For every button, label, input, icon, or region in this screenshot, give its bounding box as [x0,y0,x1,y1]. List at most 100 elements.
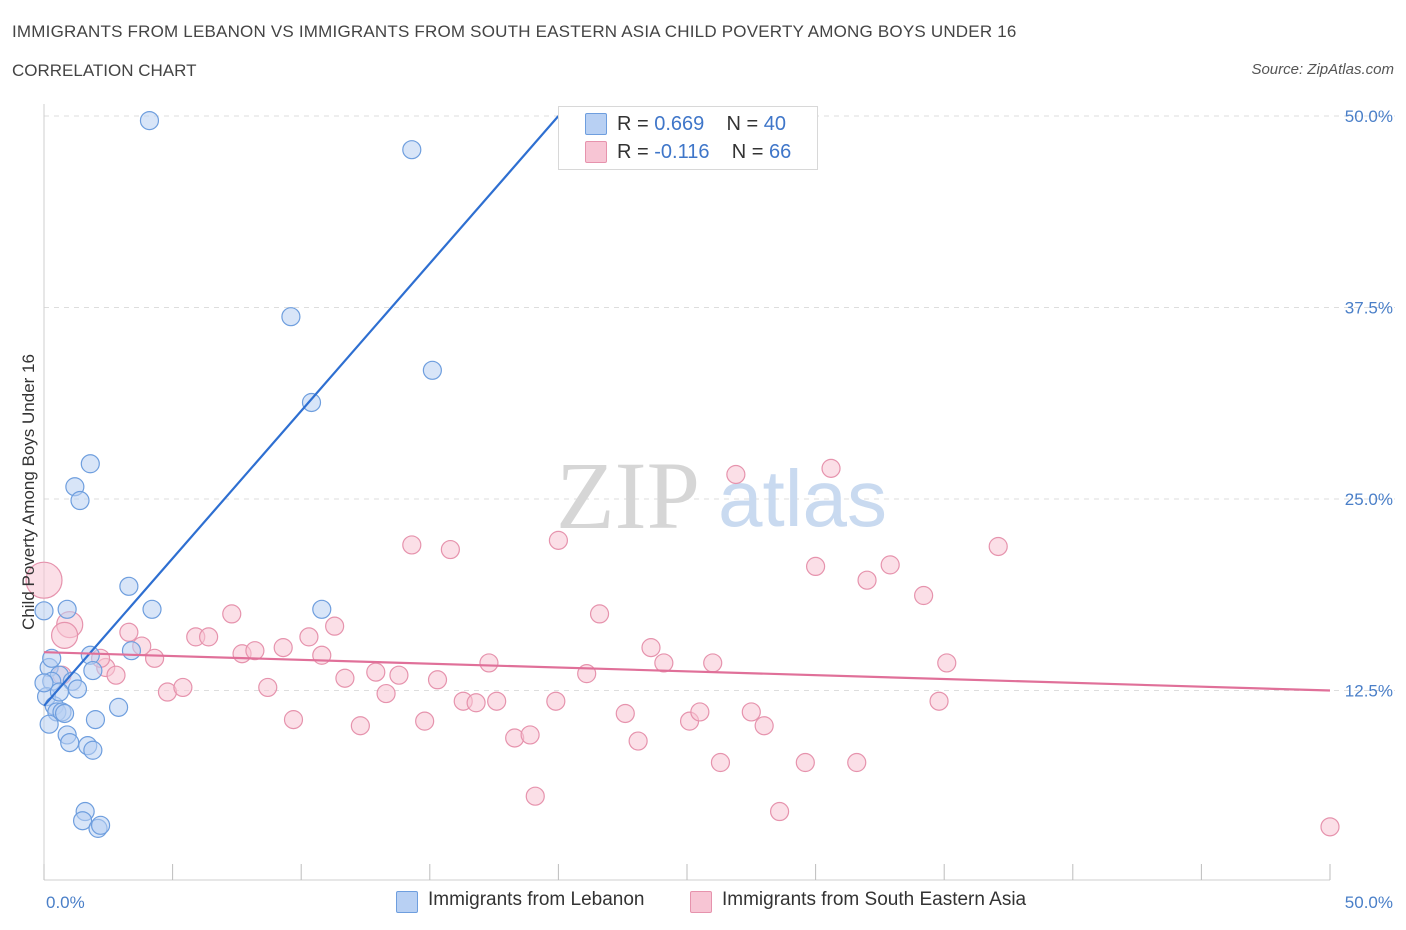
x-tick-label-min: 0.0% [46,893,85,912]
y-tick-label: 25.0% [1345,490,1393,509]
sea-point [119,622,139,642]
sea-point [525,786,545,806]
sea-point [283,710,304,730]
watermark-atlas: atlas [718,454,887,543]
sea-point [988,536,1008,557]
legend-swatch-sea [585,141,607,163]
sea-point [929,691,949,711]
sea-point [520,725,540,745]
sea-point [487,691,507,711]
bottom-legend-label-sea: Immigrants from South Eastern Asia [722,889,1027,910]
lebanon-point [85,710,106,730]
sea-point [937,653,957,673]
sea-point [427,670,448,690]
y-axis-title: Child Poverty Among Boys Under 16 [19,354,38,630]
sea-point [376,683,396,704]
sea-point [914,585,934,606]
sea-point [106,665,126,685]
sea-point [589,604,610,624]
lebanon-point [54,703,75,724]
sea-point [615,703,635,724]
sea-point [654,653,674,673]
lebanon-point [83,660,103,681]
sea-point [505,728,525,748]
sea-point [245,641,265,661]
bottom-legend-swatch-sea [690,891,712,913]
sea-point [741,702,761,722]
y-tick-label: 50.0% [1345,107,1393,126]
sea-point [222,604,242,624]
sea-point [546,691,566,711]
lebanon-point [60,732,80,753]
bottom-legend-label-lebanon: Immigrants from Lebanon [428,889,645,910]
legend-text-sea: R = -0.116 N = 66 [617,140,792,163]
sea-point [325,616,345,636]
series-sea-points [25,458,1340,837]
sea-point [479,653,499,673]
sea-point [1320,817,1340,837]
sea-point [415,711,435,731]
lebanon-point [312,599,332,619]
lebanon-point [70,490,90,511]
lebanon-point [72,811,93,831]
sea-point [769,801,790,822]
lebanon-point [119,576,139,596]
sea-point [273,638,293,658]
lebanon-point [49,682,70,702]
sea-point [628,731,648,751]
legend-swatch-lebanon [585,113,607,135]
lebanon-point [142,599,162,619]
lebanon-point [108,697,129,717]
source-label: Source: ZipAtlas.com [1251,61,1394,78]
lebanon-point [67,679,88,699]
sea-point [258,677,278,698]
sea-point [350,716,370,736]
lebanon-point [301,392,322,413]
sea-point [440,539,460,560]
lebanon-point [402,140,422,160]
sea-point [710,752,731,773]
sea-point [335,668,355,688]
sea-point [880,555,900,575]
sea-point [726,464,746,485]
lebanon-point [83,740,103,760]
sea-point [199,627,219,647]
lebanon-point [281,307,301,327]
lebanon-point [34,673,54,693]
sea-point [821,458,841,478]
sea-point [389,665,409,685]
sea-point [548,530,569,550]
sea-point [173,677,193,698]
lebanon-point [121,641,142,661]
sea-point [25,561,63,599]
lebanon-point [57,599,77,619]
chart-subtitle: CORRELATION CHART [12,61,197,80]
sea-point [754,716,774,736]
stats-legend: R = 0.669 N = 40 R = -0.116 N = 66 [558,106,818,170]
sea-point [690,702,710,722]
lebanon-point [90,815,111,835]
y-tick-label: 37.5% [1345,299,1393,318]
x-tick-label-max: 50.0% [1345,893,1393,912]
sea-point [847,752,867,773]
lebanon-point [139,110,160,131]
y-tick-label: 12.5% [1345,682,1393,701]
sea-point [50,621,79,649]
sea-point [641,638,661,658]
lebanon-point [80,454,100,474]
axis-labels: 12.5% 25.0% 37.5% 50.0% 0.0% 50.0% Child Pover… [19,107,1393,912]
sea-point [366,662,386,682]
bottom-legend-swatch-lebanon [396,891,418,913]
gridlines [44,115,1395,691]
trend-line-lebanon [43,115,560,707]
sea-point [795,752,815,773]
lebanon-point [422,360,442,380]
sea-point [857,570,877,590]
trend-line-sea [43,651,1331,692]
sea-point [805,556,826,577]
lebanon-point [42,648,62,668]
series-lebanon-points [34,110,442,838]
lebanon-point [39,714,59,734]
sea-point [144,648,165,668]
